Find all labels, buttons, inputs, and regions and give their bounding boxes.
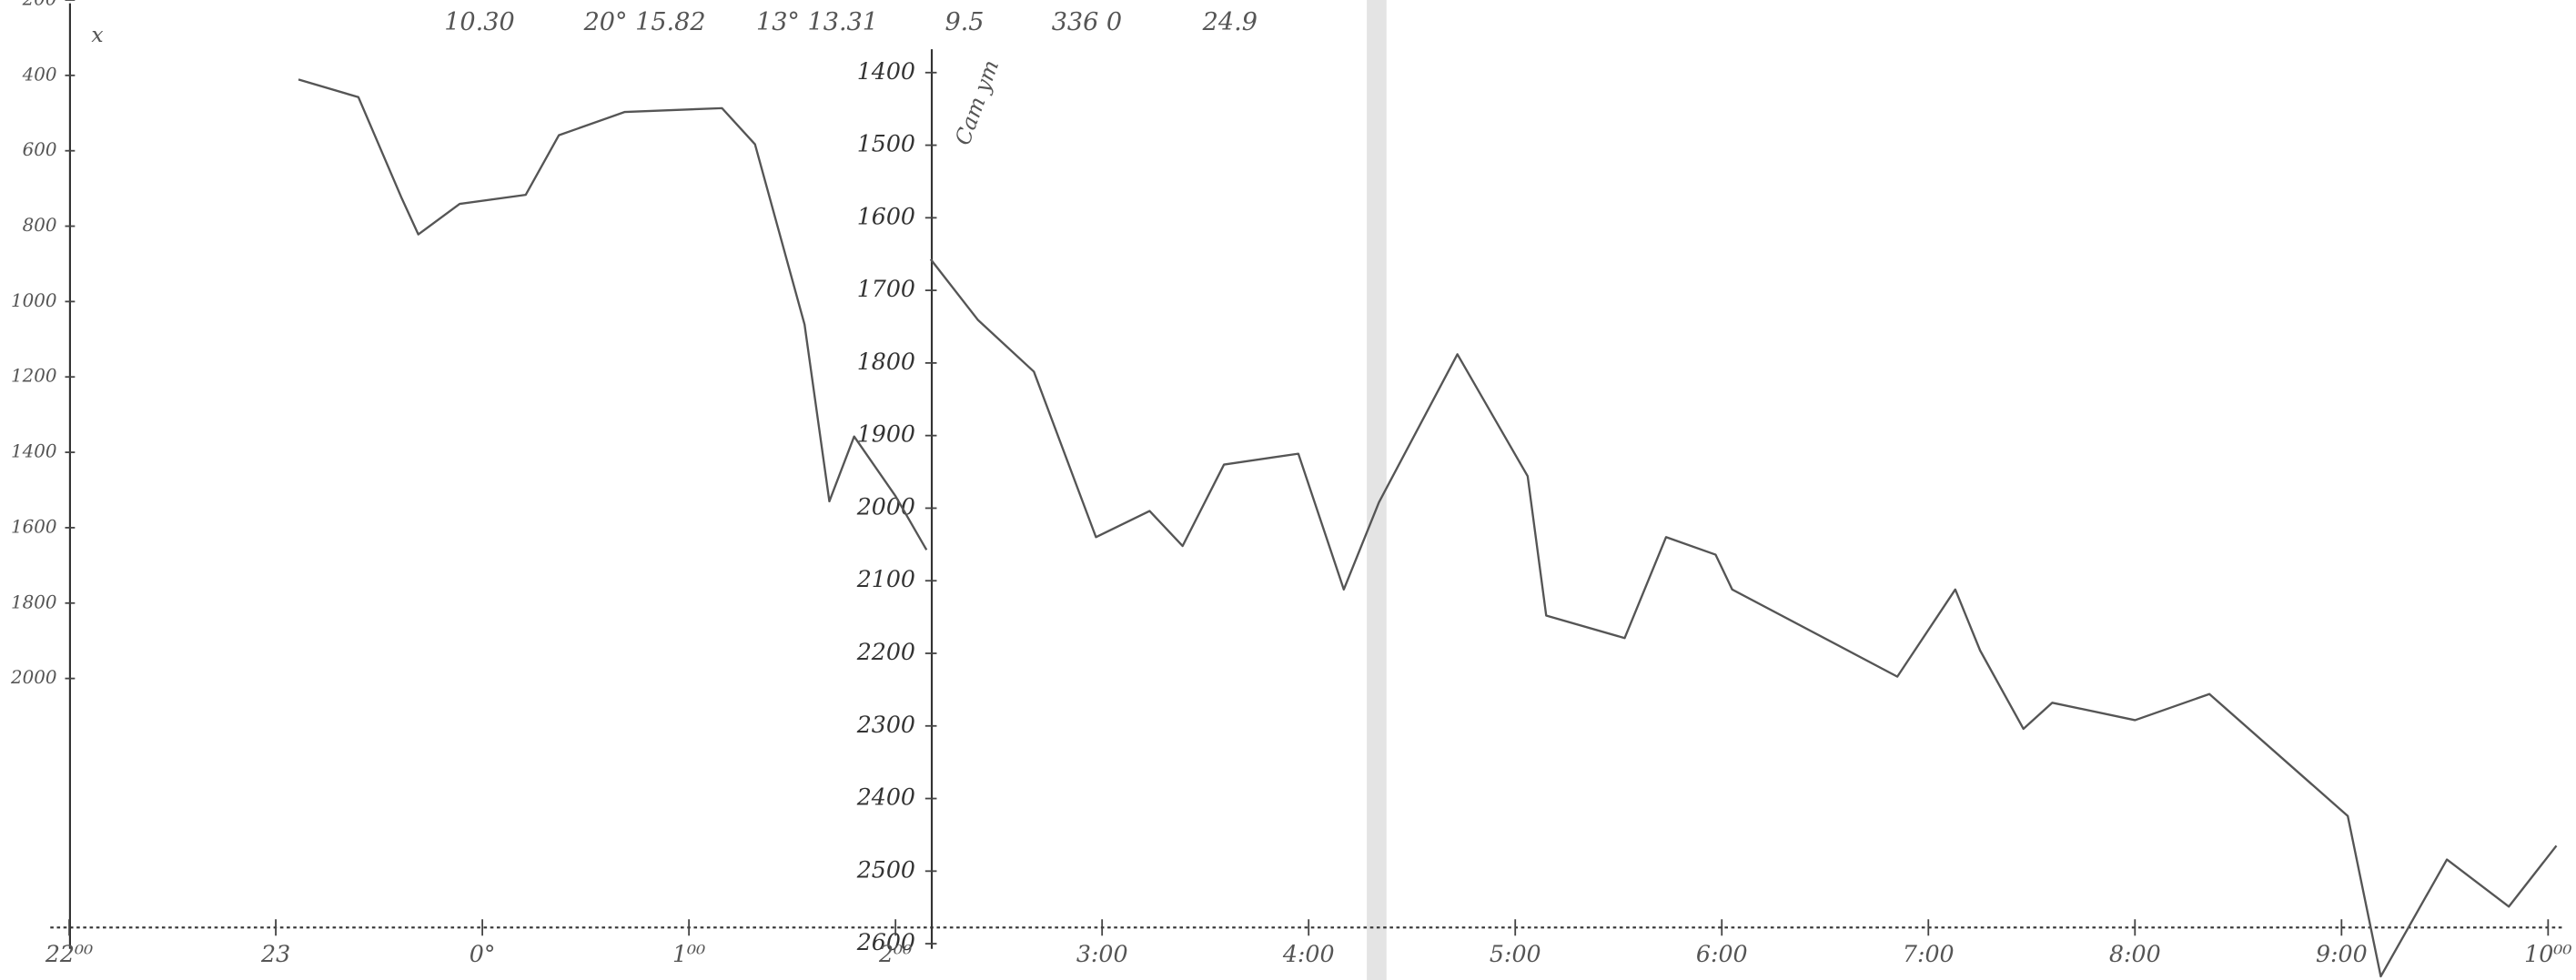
y-axis-label: x <box>91 22 103 47</box>
y2-tick-label: 2600 <box>856 929 915 955</box>
y2-tick-label: 2300 <box>856 712 915 738</box>
y2-axis-label: Cam ym <box>950 56 1005 148</box>
y-tick-label: 600 <box>23 139 57 160</box>
x-tick-label: 2⁰⁰ <box>878 941 912 967</box>
x-tick-label: 5:00 <box>1490 941 1541 967</box>
annotation: 13° 13.31 <box>756 8 878 36</box>
annotation: 9.5 <box>945 8 984 36</box>
y-tick-label: 1600 <box>11 516 56 537</box>
y2-tick-label: 1500 <box>857 131 915 157</box>
annotation: 24.9 <box>1202 8 1258 36</box>
x-tick-label: 0° <box>470 941 496 967</box>
y2-tick-label: 1700 <box>857 276 915 302</box>
y-tick-label: 1200 <box>11 366 56 387</box>
y-tick-label: 2000 <box>10 667 56 688</box>
annotation: 10.30 <box>444 8 514 36</box>
y2-tick-label: 1400 <box>857 58 915 85</box>
x-tick-label: 3:00 <box>1076 941 1128 967</box>
y-tick-label: 1000 <box>11 290 56 311</box>
annotation: 20° 15.82 <box>583 8 706 36</box>
y2-tick-label: 2400 <box>856 784 915 811</box>
y2-tick-label: 1600 <box>857 203 915 229</box>
annotation: 336 0 <box>1052 8 1122 36</box>
y2-tick-label: 2500 <box>856 856 915 883</box>
x-tick-label: 10⁰⁰ <box>2524 941 2571 967</box>
y2-tick-label: 2200 <box>856 639 915 665</box>
y2-tick-label: 1900 <box>857 421 915 448</box>
x-tick-label: 1⁰⁰ <box>672 941 705 967</box>
y2-tick-label: 2100 <box>856 566 915 592</box>
x-tick-label: 7:00 <box>1903 941 1955 967</box>
x-tick-label: 22⁰⁰ <box>45 941 93 967</box>
page-fold <box>1367 0 1387 980</box>
y2-tick-label: 2000 <box>856 493 915 520</box>
x-tick-label: 4:00 <box>1282 941 1335 967</box>
y-tick-label: 800 <box>23 215 57 236</box>
x-tick-label: 9:00 <box>2316 941 2368 967</box>
y-tick-label: 200 <box>22 0 57 10</box>
y2-tick-label: 1800 <box>857 349 915 375</box>
x-tick-label: 8:00 <box>2109 941 2161 967</box>
x-tick-label: 6:00 <box>1696 941 1748 967</box>
y-tick-label: 1800 <box>11 591 56 612</box>
y-tick-label: 1400 <box>11 441 56 462</box>
x-tick-label: 23 <box>260 941 290 967</box>
trace-line <box>929 258 2558 978</box>
y-tick-label: 400 <box>22 64 57 85</box>
trace-line <box>298 78 928 551</box>
